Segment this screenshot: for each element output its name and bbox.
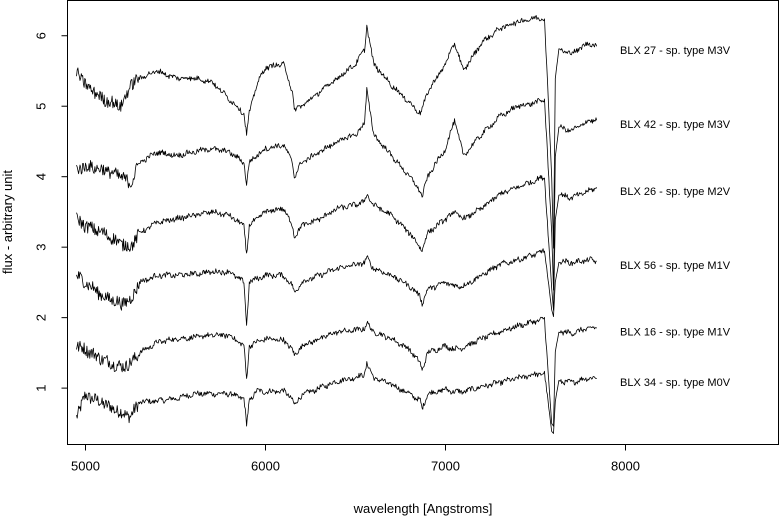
y-tick-label: 4 xyxy=(34,173,49,180)
x-tick-label: 5000 xyxy=(71,459,100,474)
series-label: BLX 34 - sp. type M0V xyxy=(620,377,731,389)
x-axis: 5000 6000 7000 8000 xyxy=(71,444,640,474)
y-axis-label: flux - arbitrary unit xyxy=(0,170,15,274)
series-label: BLX 42 - sp. type M3V xyxy=(620,119,731,131)
series-line xyxy=(76,248,597,326)
x-tick-label: 6000 xyxy=(251,459,280,474)
y-tick-label: 1 xyxy=(34,385,49,392)
series-label: BLX 56 - sp. type M1V xyxy=(620,260,731,272)
series-line xyxy=(76,15,598,249)
y-tick-label: 3 xyxy=(34,244,49,251)
y-axis: 1 2 3 4 5 6 xyxy=(34,32,68,392)
series-label: BLX 27 - sp. type M3V xyxy=(620,45,731,57)
y-tick-label: 2 xyxy=(34,314,49,321)
y-tick-label: 5 xyxy=(34,103,49,110)
series-label: BLX 26 - sp. type M2V xyxy=(620,186,731,198)
series-line xyxy=(76,316,597,427)
x-tick-label: 7000 xyxy=(431,459,460,474)
plot-frame xyxy=(67,0,779,445)
series-line xyxy=(76,361,597,434)
x-tick-label: 8000 xyxy=(611,459,640,474)
series-line xyxy=(76,174,598,311)
series-lines xyxy=(76,15,598,434)
y-tick-label: 6 xyxy=(34,32,49,39)
series-label: BLX 16 - sp. type M1V xyxy=(620,327,731,339)
x-axis-label: wavelength [Angstroms] xyxy=(353,501,493,516)
series-labels: BLX 34 - sp. type M0V BLX 16 - sp. type M… xyxy=(620,45,731,389)
series-line xyxy=(76,87,598,291)
